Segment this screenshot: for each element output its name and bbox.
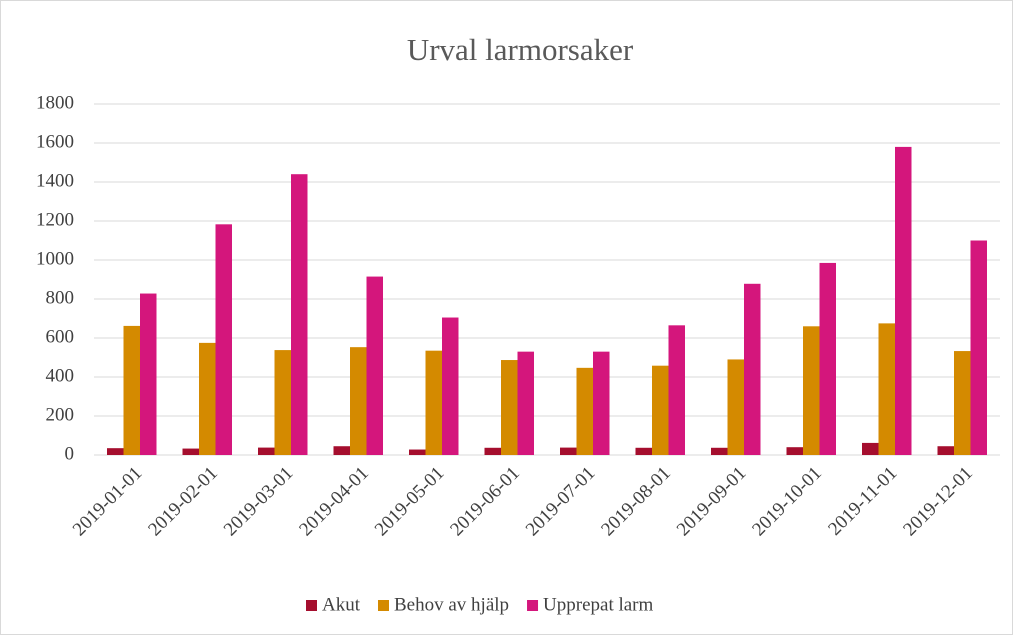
y-tick-label: 400 [46,365,75,386]
bar [501,360,518,455]
bar [635,447,652,455]
bar [862,442,879,455]
bar [937,446,954,455]
bar [652,365,669,455]
legend-swatch [306,600,317,611]
bar [350,347,367,455]
bar [895,146,912,455]
bar [970,240,987,455]
bar [744,283,761,455]
bar [576,367,593,455]
bar [819,262,836,455]
legend-label: Upprepat larm [543,594,653,615]
bar [274,350,291,455]
bar [366,276,383,455]
bar [711,447,728,455]
y-tick-label: 1800 [36,92,74,113]
bar [786,447,803,455]
chart-title: Urval larmorsaker [407,32,634,67]
legend-label: Akut [322,594,361,615]
bar [425,350,442,455]
bar [442,317,459,455]
y-tick-label: 1600 [36,131,74,152]
bar [291,174,308,455]
bar [484,447,501,455]
legend-swatch [378,600,389,611]
y-tick-label: 200 [46,404,75,425]
bar [668,325,685,455]
bar [954,351,971,455]
bar [517,351,534,455]
y-tick-label: 1400 [36,170,74,191]
bar [140,293,157,455]
bar [593,351,610,455]
bar [123,325,140,455]
bar [878,323,895,455]
y-tick-label: 1200 [36,209,74,230]
y-tick-label: 1000 [36,248,74,269]
bar [333,446,350,455]
bar [803,326,820,455]
bar [215,224,232,455]
bar [199,342,216,455]
y-tick-label: 0 [65,443,75,464]
y-tick-label: 800 [46,287,75,308]
bar [409,449,426,455]
y-tick-label: 600 [46,326,75,347]
bar [182,448,199,455]
legend-swatch [527,600,539,611]
bar [258,447,275,455]
bar [560,447,577,455]
legend-label: Behov av hjälp [394,594,509,615]
bar [727,359,744,455]
bar [107,448,124,455]
